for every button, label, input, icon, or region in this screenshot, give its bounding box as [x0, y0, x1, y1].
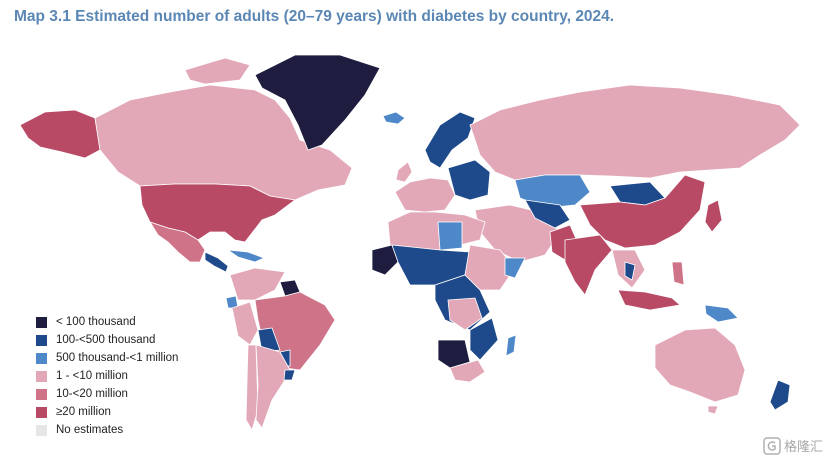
region-western-europe [394, 177, 456, 213]
legend-item-3: 500 thousand-<1 million [36, 349, 178, 367]
region-drc [447, 297, 483, 331]
region-central-asia [524, 199, 571, 229]
legend-swatch-4 [36, 370, 47, 382]
region-kazakhstan [514, 174, 591, 209]
region-png [704, 304, 739, 323]
region-eastern-europe [447, 159, 491, 201]
legend-item-7: No estimates [36, 421, 178, 439]
legend-item-1: < 100 thousand [36, 313, 178, 331]
legend-label-4: 1 - <10 million [56, 370, 128, 382]
legend-label-3: 500 thousand-<1 million [56, 352, 179, 364]
region-china [579, 174, 706, 249]
legend-swatch-2 [36, 334, 47, 346]
map-title: Map 3.1 Estimated number of adults (20–7… [14, 8, 615, 25]
region-russia [469, 84, 801, 181]
watermark: 格隆汇 [763, 436, 823, 455]
region-libya [437, 221, 463, 251]
legend-swatch-5 [36, 388, 47, 400]
watermark-logo-icon [763, 436, 781, 455]
legend-label-6: ≥20 million [56, 406, 111, 418]
legend-swatch-7 [36, 424, 47, 436]
legend-swatch-3 [36, 352, 47, 364]
map-legend: < 100 thousand 100-<500 thousand 500 tho… [36, 313, 178, 439]
region-peru [231, 301, 259, 346]
region-horn [504, 257, 526, 279]
legend-item-6: ≥20 million [36, 403, 178, 421]
region-philippines [671, 261, 685, 286]
region-southeast-africa [469, 317, 499, 361]
region-scandinavia [424, 111, 476, 169]
legend-item-5: 10-<20 million [36, 385, 178, 403]
region-indonesia [617, 289, 681, 311]
legend-swatch-6 [36, 406, 47, 418]
region-mexico [149, 221, 206, 263]
region-tasmania [707, 405, 719, 415]
region-alaska [19, 109, 101, 159]
region-argentina [255, 344, 291, 429]
legend-swatch-1 [36, 316, 47, 328]
region-india [564, 234, 613, 296]
region-south-africa [449, 359, 486, 383]
region-australia [654, 327, 746, 403]
region-greenland [254, 54, 381, 151]
region-uruguay [283, 369, 296, 381]
legend-label-2: 100-<500 thousand [56, 334, 156, 346]
legend-item-2: 100-<500 thousand [36, 331, 178, 349]
region-madagascar [505, 334, 517, 357]
region-central-america [204, 251, 229, 273]
region-iceland [382, 111, 406, 125]
region-caribbean [226, 249, 266, 263]
world-map [19, 54, 801, 431]
region-new-zealand [769, 379, 791, 411]
region-chile [245, 344, 259, 431]
region-colombia-venezuela [229, 267, 286, 301]
legend-label-1: < 100 thousand [56, 316, 136, 328]
watermark-text: 格隆汇 [783, 440, 823, 455]
region-japan [704, 199, 723, 233]
legend-item-4: 1 - <10 million [36, 367, 178, 385]
region-uk [395, 161, 413, 183]
region-indochina [624, 261, 636, 281]
legend-label-5: 10-<20 million [56, 388, 128, 400]
legend-label-7: No estimates [56, 424, 124, 436]
region-bolivia [257, 327, 281, 353]
region-west-africa [371, 244, 399, 276]
region-canada-arctic [184, 57, 251, 85]
